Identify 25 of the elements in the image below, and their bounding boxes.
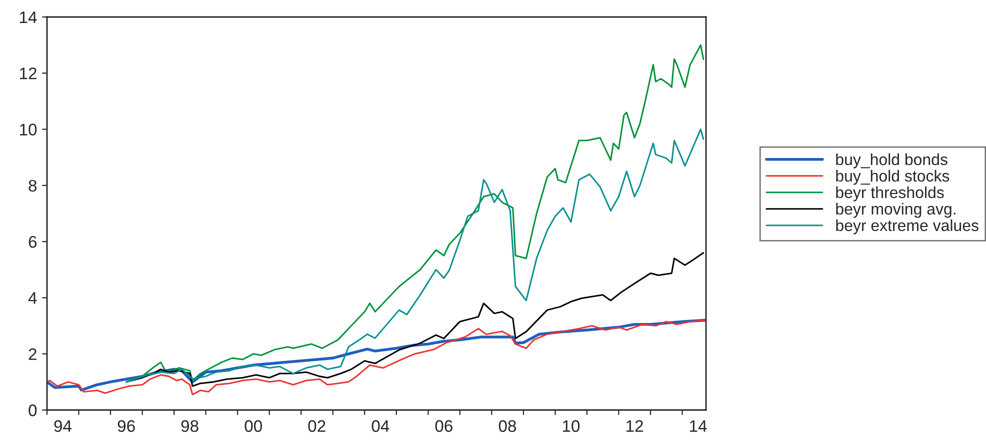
y-tick-label: 12	[20, 68, 36, 80]
legend-label: beyr extreme values	[836, 219, 978, 234]
y-tick-label: 6	[28, 236, 37, 248]
y-tick-label: 0	[28, 404, 37, 416]
y-tick-label: 14	[20, 12, 37, 24]
line-series	[126, 128, 704, 383]
x-tick-label: 02	[308, 420, 326, 432]
x-tick-label: 06	[435, 420, 452, 432]
x-tick-label: 04	[372, 420, 390, 432]
y-tick-label: 10	[20, 124, 37, 136]
x-tick-label: 12	[626, 420, 643, 432]
legend-label: beyr moving avg.	[836, 202, 956, 218]
legend-label: buy_hold stocks	[836, 170, 950, 185]
y-tick-label: 4	[28, 292, 37, 304]
x-tick-label: 98	[181, 420, 198, 432]
legend-label: beyr thresholds	[836, 186, 944, 202]
x-tick-label: 10	[562, 420, 580, 432]
legend-label: buy_hold bonds	[836, 153, 948, 168]
x-tick-label: 94	[54, 420, 72, 432]
y-tick-label: 2	[28, 348, 36, 360]
x-tick-label: 08	[498, 420, 516, 432]
y-tick-label: 8	[28, 180, 37, 192]
x-tick-label: 00	[244, 420, 262, 432]
x-tick-label: 96	[118, 420, 135, 432]
x-tick-label: 14	[690, 420, 707, 432]
